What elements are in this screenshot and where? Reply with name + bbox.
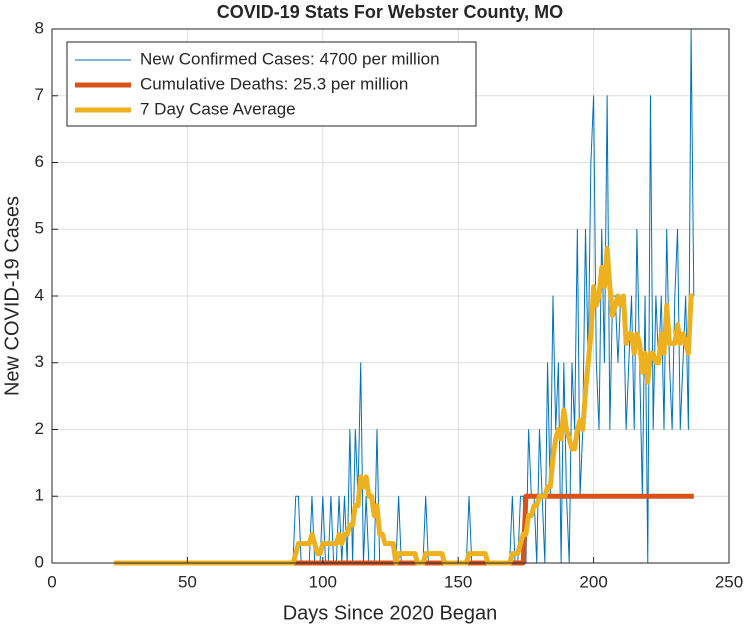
x-tick-label: 250: [715, 572, 743, 591]
legend-label: New Confirmed Cases: 4700 per million: [140, 49, 440, 68]
x-tick-label: 150: [444, 572, 472, 591]
y-tick-label: 2: [35, 419, 44, 438]
x-tick-label: 100: [309, 572, 337, 591]
y-tick-label: 3: [35, 352, 44, 371]
y-tick-label: 5: [35, 219, 44, 238]
x-tick-label: 50: [178, 572, 197, 591]
y-tick-label: 0: [35, 552, 44, 571]
legend-label: Cumulative Deaths: 25.3 per million: [140, 74, 408, 93]
x-tick-label: 200: [579, 572, 607, 591]
y-tick-label: 1: [35, 486, 44, 505]
chart-title: COVID-19 Stats For Webster County, MO: [217, 2, 563, 22]
y-axis-label: New COVID-19 Cases: [1, 196, 23, 396]
legend-box: [66, 41, 477, 127]
x-axis-label: Days Since 2020 Began: [283, 602, 498, 624]
legend-label: 7 Day Case Average: [140, 99, 296, 118]
y-tick-label: 7: [35, 85, 44, 104]
y-tick-label: 8: [35, 18, 44, 37]
legend: New Confirmed Cases: 4700 per million Cum…: [66, 41, 477, 127]
x-tick-label: 0: [47, 572, 56, 591]
ticks: 0 50 100 150 200 250 0 1 2 3 4 5 6 7 8: [35, 18, 744, 591]
y-tick-label: 6: [35, 152, 44, 171]
y-tick-label: 4: [35, 285, 44, 304]
